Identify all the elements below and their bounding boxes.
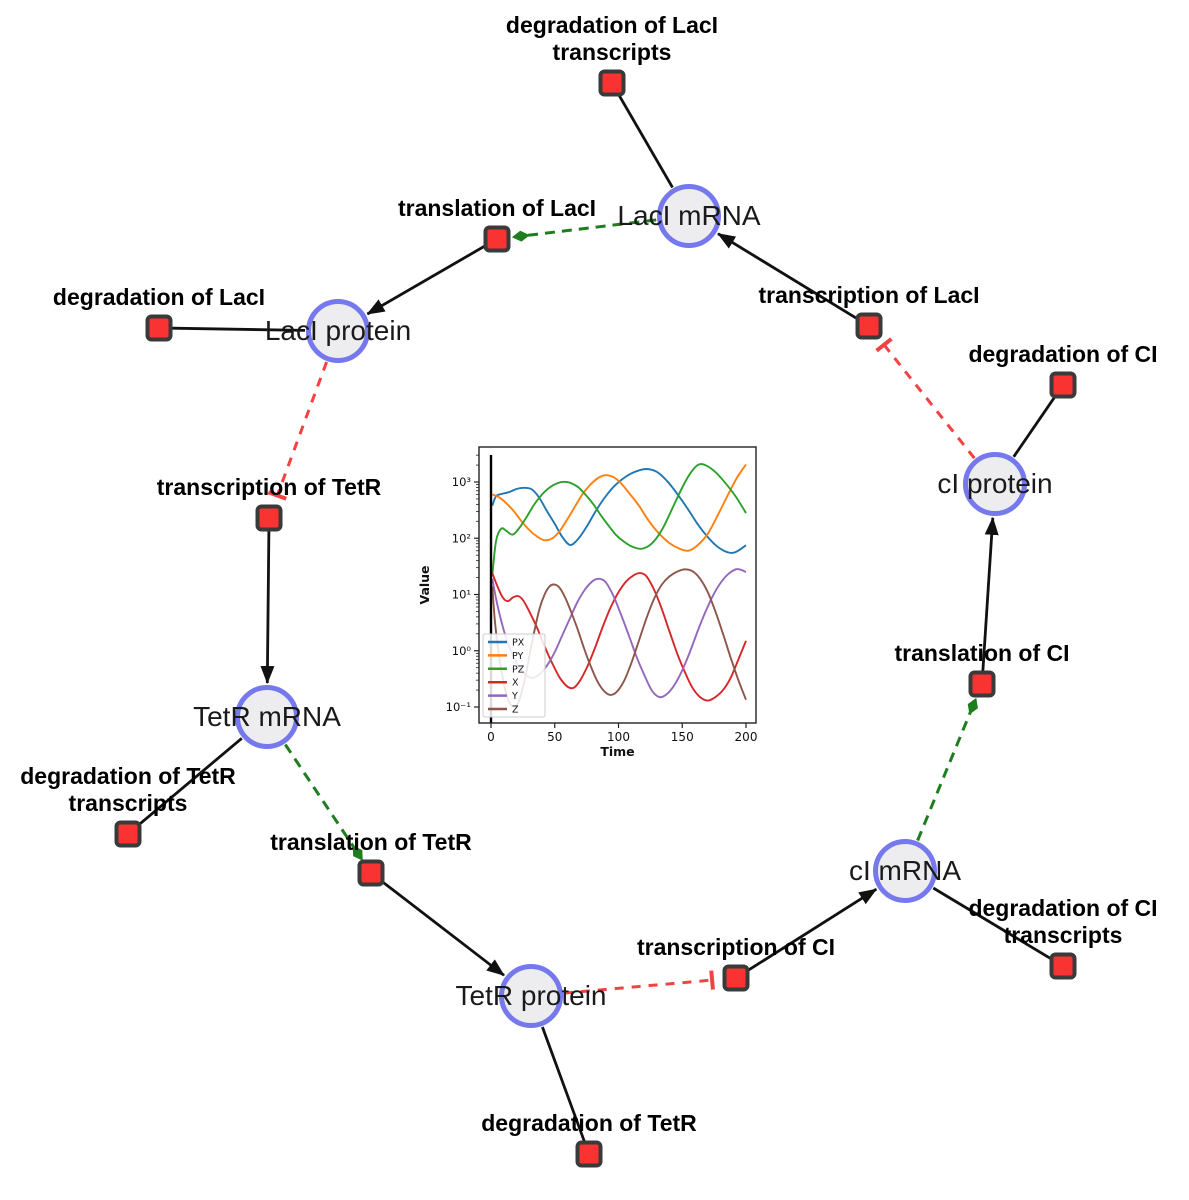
species-node-tetR_protein[interactable] bbox=[499, 964, 563, 1028]
y-tick-label: 10¹ bbox=[452, 588, 471, 602]
y-tick-label: 10³ bbox=[452, 475, 472, 489]
x-tick-label: 0 bbox=[487, 730, 495, 744]
species-node-cI_protein[interactable] bbox=[963, 452, 1027, 516]
y-axis-label: Value bbox=[417, 565, 432, 604]
edge-consumption-lacI_protein-to-deg_lacI bbox=[171, 326, 306, 332]
edge-consumption-cI_mRNA-to-deg_cI_tx bbox=[932, 886, 1053, 961]
reaction-node-txn_tetR[interactable] bbox=[255, 504, 283, 532]
timeseries-inset-figure: 0 50 100 150 200 10⁻¹ 10⁰ 10¹ 10² 10³ Time Value PX P… bbox=[413, 430, 775, 764]
legend-label-PZ: PZ bbox=[512, 664, 525, 675]
edge-inhibition-tetR_protein-to-txn_cI bbox=[563, 970, 715, 995]
edge-production-trans_tetR-to-tetR_protein bbox=[379, 879, 505, 977]
reaction-node-deg_lacI[interactable] bbox=[145, 314, 173, 342]
reaction-node-trans_tetR[interactable] bbox=[357, 859, 385, 887]
edge-consumption-tetR_protein-to-deg_tetR bbox=[541, 1026, 586, 1143]
y-tick-label: 10² bbox=[452, 531, 471, 545]
edge-production-trans_cI-to-cI_protein bbox=[981, 516, 999, 673]
reaction-node-deg_tetR[interactable] bbox=[575, 1140, 603, 1168]
edge-production-txn_tetR-to-tetR_mRNA bbox=[260, 529, 275, 684]
species-node-cI_mRNA[interactable] bbox=[873, 839, 937, 903]
x-axis-label: Time bbox=[600, 744, 634, 759]
edge-inhibition-lacI_protein-to-txn_tetR bbox=[267, 361, 329, 501]
edge-catalysis-cI_mRNA-to-trans_cI bbox=[916, 697, 978, 842]
reaction-node-txn_cI[interactable] bbox=[722, 964, 750, 992]
reaction-node-deg_cI[interactable] bbox=[1049, 371, 1077, 399]
edge-production-txn_lacI-to-lacI_mRNA bbox=[717, 232, 860, 321]
legend-label-PX: PX bbox=[512, 638, 525, 649]
y-tick-label: 10⁻¹ bbox=[446, 700, 471, 714]
edge-production-txn_cI-to-cI_mRNA bbox=[745, 888, 878, 973]
edge-production-trans_lacI-to-lacI_protein bbox=[366, 243, 488, 316]
chart-series-PX bbox=[491, 468, 747, 554]
plot-frame bbox=[478, 446, 757, 724]
reaction-node-trans_cI[interactable] bbox=[968, 670, 996, 698]
species-node-lacI_protein[interactable] bbox=[306, 299, 370, 363]
species-node-tetR_mRNA[interactable] bbox=[235, 685, 299, 749]
legend-label-PY: PY bbox=[512, 651, 524, 662]
chart-series-PZ bbox=[491, 463, 747, 576]
legend-label-X: X bbox=[512, 678, 519, 689]
x-tick-label: 200 bbox=[735, 730, 758, 744]
timeseries-chart: 0 50 100 150 200 10⁻¹ 10⁰ 10¹ 10² 10³ Time Value PX P… bbox=[417, 446, 758, 759]
edge-inhibition-cI_protein-to-txn_lacI bbox=[875, 337, 976, 460]
edge-consumption-cI_protein-to-deg_cI bbox=[1012, 394, 1057, 458]
reaction-node-txn_lacI[interactable] bbox=[855, 312, 883, 340]
chart-series-X bbox=[491, 572, 747, 702]
edge-catalysis-tetR_mRNA-to-trans_tetR bbox=[284, 743, 363, 861]
chart-series-PY bbox=[491, 463, 747, 552]
reaction-node-deg_lacI_tx[interactable] bbox=[598, 69, 626, 97]
y-tick-label: 10⁰ bbox=[452, 644, 472, 658]
x-tick-label: 50 bbox=[547, 730, 562, 744]
reaction-node-deg_tetR_tx[interactable] bbox=[114, 820, 142, 848]
x-tick-label: 150 bbox=[671, 730, 694, 744]
legend-label-Y: Y bbox=[511, 691, 518, 702]
reaction-node-trans_lacI[interactable] bbox=[483, 225, 511, 253]
reaction-node-deg_cI_tx[interactable] bbox=[1049, 952, 1077, 980]
edge-consumption-lacI_mRNA-to-deg_lacI_tx bbox=[617, 93, 674, 189]
x-tick-label: 100 bbox=[607, 730, 630, 744]
species-node-lacI_mRNA[interactable] bbox=[657, 184, 721, 248]
legend-label-Z: Z bbox=[512, 705, 519, 716]
edge-catalysis-lacI_mRNA-to-trans_lacI bbox=[511, 218, 657, 242]
edge-consumption-tetR_mRNA-to-deg_tetR_tx bbox=[136, 737, 243, 827]
